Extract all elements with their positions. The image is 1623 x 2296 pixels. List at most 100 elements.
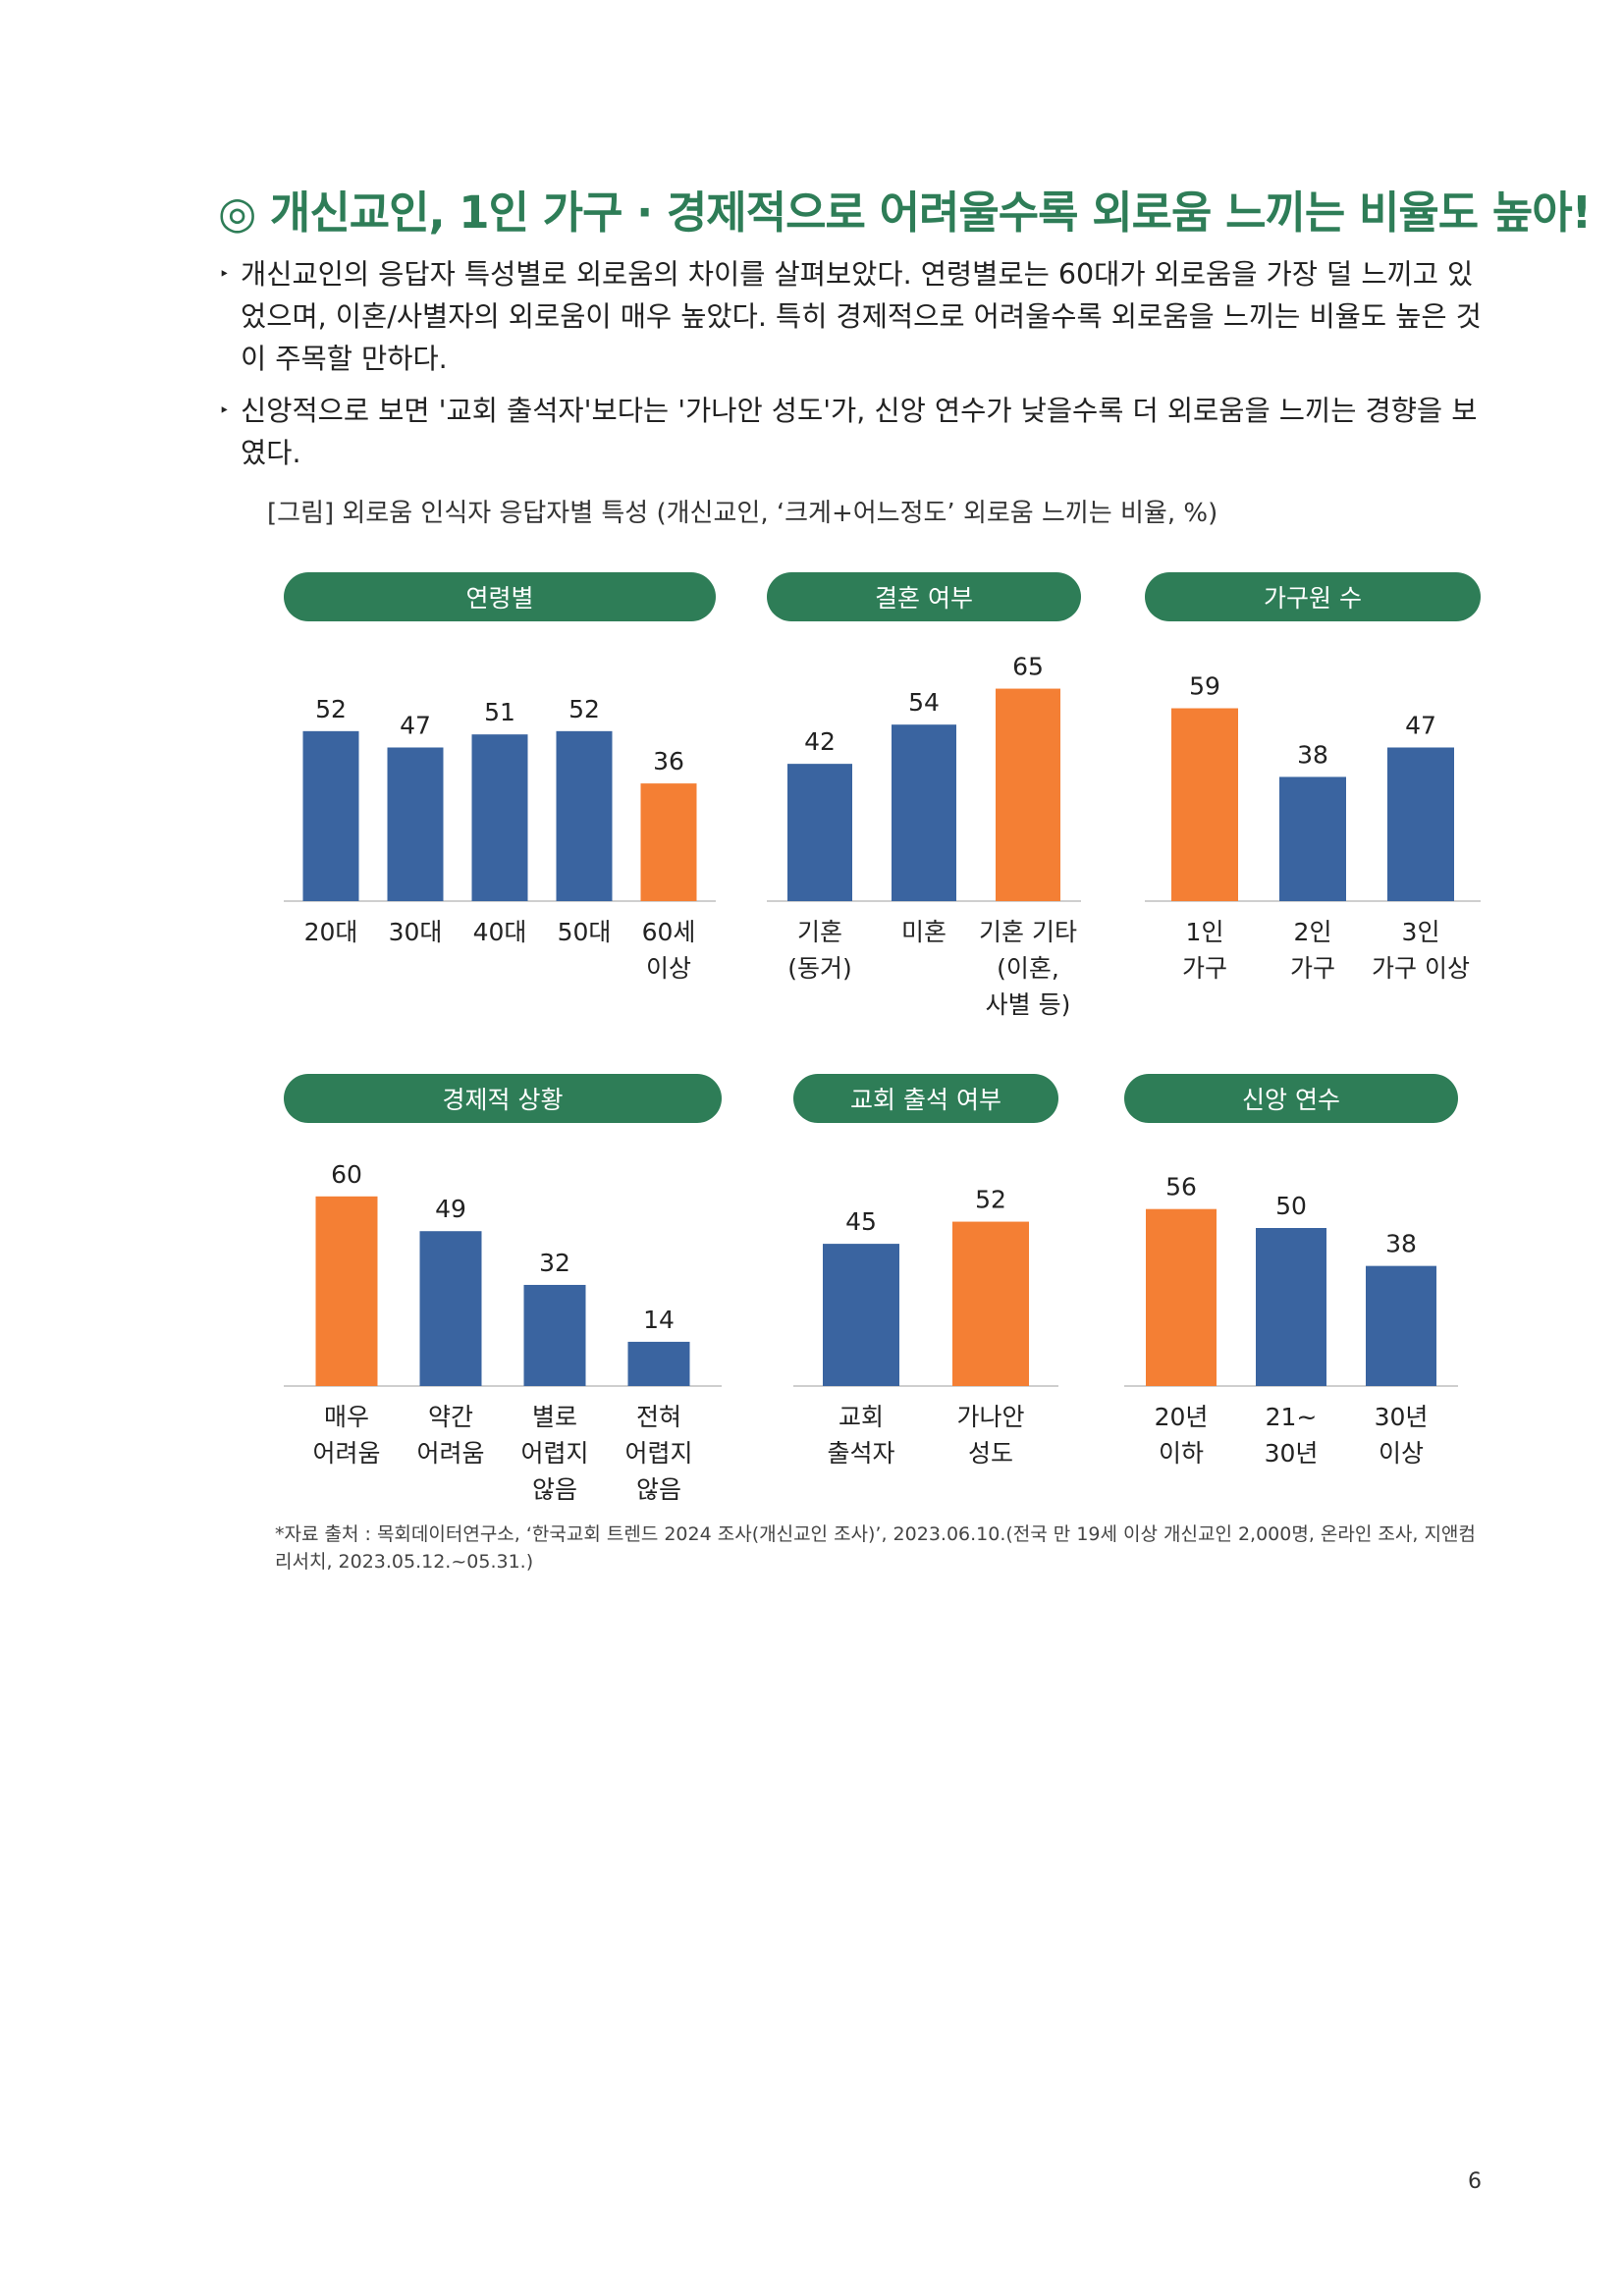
data-label: 60 <box>331 1160 362 1189</box>
page-number: 6 <box>1468 2169 1482 2194</box>
bar <box>787 764 852 901</box>
data-label: 32 <box>539 1249 570 1277</box>
bar <box>387 747 444 901</box>
data-label: 45 <box>845 1207 877 1236</box>
category-label: 전혀 <box>636 1403 681 1431</box>
category-label: 40대 <box>473 918 527 946</box>
chart-title-pill: 연령별 <box>284 572 716 621</box>
category-label: 별로 <box>532 1403 577 1431</box>
chart-title-pill: 경제적 상황 <box>284 1074 722 1123</box>
bar <box>892 724 956 901</box>
data-label: 54 <box>908 688 940 717</box>
bullet-paragraph-2: ‣ 신앙적으로 보면 '교회 출석자'보다는 '가나안 성도'가, 신앙 연수가… <box>219 390 1492 474</box>
category-label: 사별 등) <box>986 990 1071 1019</box>
category-label: 매우 <box>324 1403 369 1431</box>
data-label: 50 <box>1275 1192 1307 1220</box>
chart-title-pill: 가구원 수 <box>1145 572 1481 621</box>
bullet-marker: ‣ <box>219 264 230 285</box>
category-label: 어려움 <box>416 1439 484 1468</box>
category-label: 이상 <box>1379 1439 1424 1468</box>
data-label: 38 <box>1297 740 1328 769</box>
bar <box>640 783 697 901</box>
category-label: 어렵지 <box>624 1439 692 1468</box>
bar <box>1171 708 1238 901</box>
page-title: ◎ 개신교인, 1인 가구 · 경제적으로 어려울수록 외로움 느끼는 비율도 … <box>218 187 1592 239</box>
category-label: (이혼, <box>997 954 1059 983</box>
bar <box>1279 776 1346 901</box>
data-label: 52 <box>315 695 347 723</box>
data-label: 42 <box>804 727 836 756</box>
category-label: 3인 <box>1402 918 1440 946</box>
bar <box>523 1284 586 1386</box>
source-note: *자료 출처 : 목회데이터연구소, ‘한국교회 트렌드 2024 조사(개신교… <box>275 1523 1476 1573</box>
bullet-text-2: 신앙적으로 보면 '교회 출석자'보다는 '가나안 성도'가, 신앙 연수가 낮… <box>241 395 1478 469</box>
bar <box>1366 1265 1436 1386</box>
category-label: 50대 <box>558 918 612 946</box>
category-label: 어렵지 <box>520 1439 588 1468</box>
figure-caption: [그림] 외로움 인식자 응답자별 특성 (개신교인, ‘크게+어느정도’ 외로… <box>267 499 1218 528</box>
bar <box>952 1221 1029 1386</box>
chart-title-pill: 결혼 여부 <box>767 572 1081 621</box>
data-label: 65 <box>1012 653 1044 681</box>
bar <box>1256 1228 1326 1386</box>
bar <box>419 1231 482 1386</box>
data-label: 14 <box>643 1306 675 1334</box>
category-label: 60세 <box>642 918 696 946</box>
bullet-paragraph-1: ‣ 개신교인의 응답자 특성별로 외로움의 차이를 살펴보았다. 연령별로는 6… <box>219 253 1492 380</box>
bar <box>556 730 613 901</box>
chart-title-pill: 신앙 연수 <box>1124 1074 1458 1123</box>
bar <box>471 734 528 901</box>
bar <box>627 1341 690 1386</box>
bullet-text-1: 개신교인의 응답자 특성별로 외로움의 차이를 살펴보았다. 연령별로는 60대… <box>241 258 1482 375</box>
bar <box>1146 1208 1217 1386</box>
bar <box>1387 747 1454 901</box>
category-label: 2인 <box>1294 918 1332 946</box>
category-label: 가구 <box>1182 954 1227 983</box>
chart-title-pill: 교회 출석 여부 <box>793 1074 1058 1123</box>
category-label: 가구 이상 <box>1372 954 1470 983</box>
category-label: 않음 <box>532 1475 577 1504</box>
category-label: 30년 <box>1375 1403 1429 1431</box>
category-label: 가구 <box>1290 954 1335 983</box>
category-label: 21~ <box>1266 1403 1318 1431</box>
category-label: 20대 <box>304 918 358 946</box>
category-label: 약간 <box>428 1403 473 1431</box>
category-label: 20년 <box>1155 1403 1209 1431</box>
data-label: 47 <box>400 711 431 739</box>
data-label: 47 <box>1405 711 1436 739</box>
category-label: 1인 <box>1186 918 1224 946</box>
category-label: 출석자 <box>827 1439 894 1468</box>
category-label: 가나안 <box>956 1403 1024 1431</box>
data-label: 38 <box>1385 1230 1417 1258</box>
category-label: 기혼 기타 <box>979 918 1077 946</box>
category-label: 30년 <box>1265 1439 1319 1468</box>
category-label: 않음 <box>636 1475 681 1504</box>
category-label: 어려움 <box>312 1439 380 1468</box>
data-label: 36 <box>653 747 684 775</box>
data-label: 59 <box>1189 672 1220 701</box>
category-label: 30대 <box>389 918 443 946</box>
bar <box>996 688 1060 901</box>
bar <box>302 730 359 901</box>
category-label: 이하 <box>1159 1439 1204 1468</box>
bar <box>315 1196 378 1386</box>
marriage-bar-chart: 42 기혼 (동거) 54 미혼 65 기혼 기타 (이혼, 사별 등) <box>767 653 1081 1019</box>
data-label: 51 <box>484 698 515 726</box>
data-label: 52 <box>568 695 600 723</box>
data-label: 49 <box>435 1195 466 1223</box>
category-label: (동거) <box>787 954 852 983</box>
category-label: 미혼 <box>901 918 947 946</box>
category-label: 기혼 <box>797 918 842 946</box>
category-label: 이상 <box>646 954 691 983</box>
category-label: 교회 <box>839 1403 884 1431</box>
bar <box>823 1244 899 1386</box>
bullet-marker: ‣ <box>219 400 230 421</box>
category-label: 성도 <box>968 1439 1013 1468</box>
data-label: 52 <box>975 1186 1006 1214</box>
data-label: 56 <box>1165 1173 1197 1201</box>
